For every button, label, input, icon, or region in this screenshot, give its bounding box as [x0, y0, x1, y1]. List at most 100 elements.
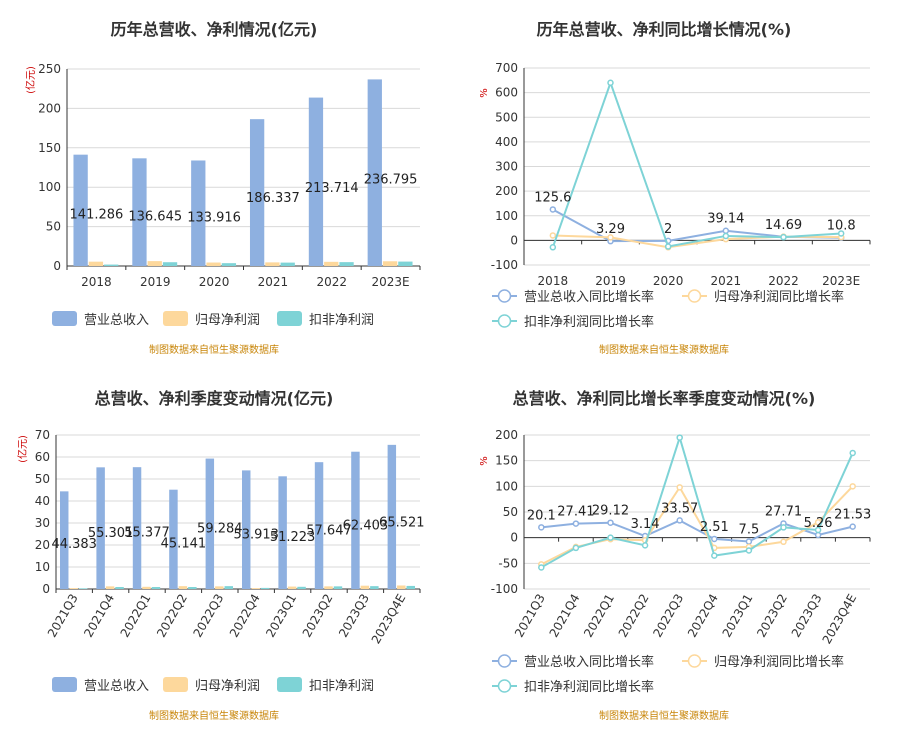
bar-deducted-net-profit: [78, 588, 88, 589]
legend-swatch-marker: [687, 654, 702, 668]
bar-deducted-net-profit: [333, 586, 343, 589]
x-tick-label: 2023Q2: [300, 592, 336, 640]
data-label: 45.141: [161, 536, 207, 551]
data-point: [549, 206, 557, 213]
bar-parent-net-profit: [360, 585, 370, 589]
data-point: [837, 230, 845, 237]
legend-label: 营业总收入: [84, 679, 149, 694]
legend-swatch-marker: [497, 679, 512, 693]
bar-revenue: [132, 467, 142, 589]
y-axis-unit-label: %: [479, 88, 490, 98]
bar-revenue: [278, 476, 287, 589]
data-point: [849, 523, 856, 530]
data-point: [676, 434, 683, 441]
bar-revenue: [387, 444, 397, 589]
y-tick-label: -100: [491, 582, 518, 596]
x-tick-label: 2022Q2: [154, 592, 190, 640]
data-point: [780, 233, 787, 241]
y-tick-label: -100: [491, 258, 518, 272]
bar-parent-net-profit: [147, 261, 162, 266]
y-tick-label: 150: [495, 454, 518, 468]
bar-deducted-net-profit: [151, 587, 161, 589]
legend-swatch-marker: [497, 654, 512, 668]
data-label: 59.284: [197, 522, 243, 537]
bar-parent-net-profit: [142, 586, 151, 589]
bar-deducted-net-profit: [224, 586, 233, 589]
x-tick-label: 2023Q2: [754, 592, 790, 640]
legend-swatch: [52, 311, 77, 326]
legend-label: 营业总收入同比增长率: [524, 289, 654, 305]
x-tick-label: 2021: [711, 274, 742, 288]
x-tick-label: 2019: [140, 275, 171, 289]
chart-quarterly-revenue-profit: 总营收、净利季度变动情况(亿元) (亿元) 0 10 20 30 40 50 60 70 2021Q…: [16, 389, 425, 722]
data-point: [607, 234, 614, 241]
y-tick-label: 50: [35, 472, 50, 486]
x-tick-label: 2022Q1: [581, 592, 617, 640]
data-label: 33.57: [661, 501, 698, 516]
bar-revenue: [169, 489, 178, 589]
bar-deducted-net-profit: [280, 262, 295, 266]
bar-parent-net-profit: [265, 262, 280, 266]
y-tick-label: 200: [38, 101, 61, 115]
legend-swatch: [277, 677, 302, 692]
data-point: [572, 544, 580, 552]
x-tick-label: 2023Q4E: [369, 592, 409, 647]
panel-annual-revenue-profit: 历年总营收、净利情况(亿元) (亿元) 0 50 100 150 200 250 2018 201…: [0, 0, 457, 369]
x-tick-label: 2022Q4: [685, 592, 721, 640]
y-tick-label: 600: [495, 86, 518, 100]
chart-annual-growth: 历年总营收、净利同比增长情况(%)% -100 0 100 200 300 400 500 60…: [479, 20, 871, 356]
data-point: [780, 538, 787, 546]
y-tick-label: 300: [495, 160, 518, 174]
series-line-2: [540, 434, 854, 569]
data-point: [549, 232, 557, 239]
bar-revenue: [242, 470, 251, 589]
legend-swatch: [163, 311, 188, 326]
source-note: 制图数据来自恒生聚源数据库: [599, 709, 729, 722]
bar-deducted-net-profit: [260, 587, 270, 589]
bar-parent-net-profit: [251, 588, 260, 589]
source-note: 制图数据来自恒生聚源数据库: [599, 343, 729, 356]
data-point: [549, 244, 557, 251]
x-tick-label: 2023Q1: [720, 592, 756, 640]
y-tick-label: 100: [38, 180, 61, 194]
data-label: 29.12: [592, 504, 629, 519]
bar-parent-net-profit: [178, 586, 188, 589]
data-point: [538, 524, 545, 531]
bar-parent-net-profit: [324, 261, 339, 266]
x-tick-label: 2023E: [372, 275, 410, 289]
data-label: 213.714: [305, 181, 359, 196]
x-tick-label: 2022Q1: [118, 592, 154, 640]
data-label: 65.521: [379, 515, 425, 530]
data-label: 51.223: [270, 530, 316, 545]
data-label: 7.5: [739, 523, 760, 538]
data-label: 14.69: [765, 218, 802, 233]
data-label: 53.913: [233, 527, 279, 542]
x-tick-label: 2023Q1: [263, 592, 299, 640]
legend-label: 营业总收入同比增长率: [524, 654, 654, 670]
data-label: 186.337: [246, 191, 300, 206]
y-tick-label: 20: [35, 538, 50, 552]
legend-swatch-marker: [497, 289, 512, 303]
chart-title: 历年总营收、净利同比增长情况(%): [537, 20, 792, 39]
data-point: [607, 519, 614, 526]
x-tick-label: 2020: [199, 275, 230, 289]
chart-title: 总营收、净利季度变动情况(亿元): [95, 389, 334, 408]
data-label: 2.51: [700, 520, 729, 535]
bar-parent-net-profit: [397, 585, 406, 589]
bar-revenue: [367, 79, 382, 266]
bar-parent-net-profit: [287, 586, 297, 589]
x-tick-label: 2022Q4: [227, 592, 263, 640]
y-tick-label: 700: [495, 61, 518, 75]
bar-deducted-net-profit: [406, 585, 415, 589]
bar-revenue: [314, 462, 324, 589]
y-axis-unit-label: %: [479, 456, 490, 466]
data-label: 2: [664, 222, 672, 237]
bar-deducted-net-profit: [162, 262, 178, 266]
x-tick-label: 2022: [316, 275, 347, 289]
y-axis-unit-label: (亿元): [16, 435, 29, 463]
x-tick-label: 2020: [653, 274, 684, 288]
panel-annual-growth: 历年总营收、净利同比增长情况(%)% -100 0 100 200 300 400 500 60…: [457, 0, 915, 369]
y-tick-label: 70: [35, 428, 50, 442]
y-tick-label: 200: [495, 428, 518, 442]
legend-label: 归母净利润: [195, 679, 260, 694]
